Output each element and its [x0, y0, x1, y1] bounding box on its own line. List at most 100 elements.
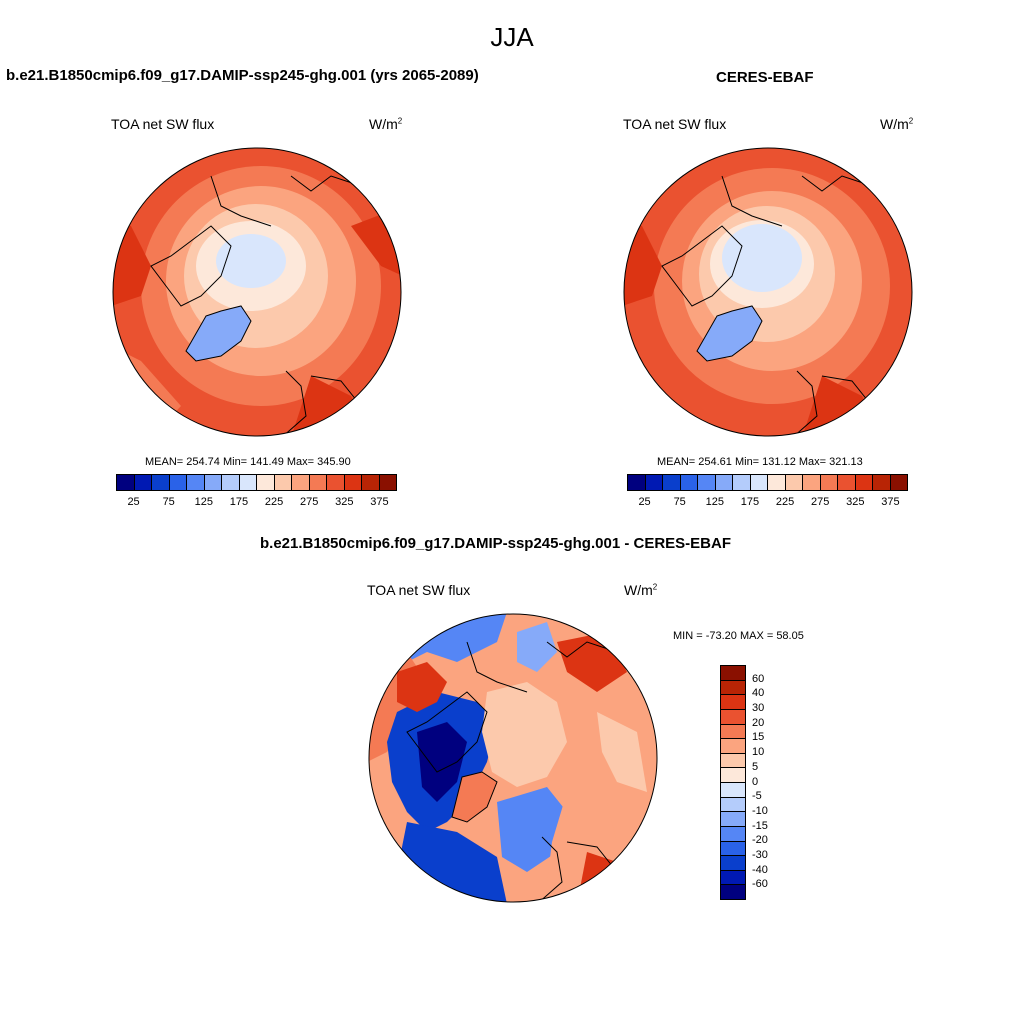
- colorbar-swatch: [721, 753, 745, 769]
- colorbar-swatch: [379, 475, 396, 490]
- colorbar-tick-label: 225: [264, 496, 284, 508]
- colorbar-swatch: [721, 739, 745, 754]
- colorbar-tick-label: 0: [752, 775, 759, 788]
- colorbar-tick-label: 75: [673, 496, 686, 508]
- panel-title-diff: b.e21.B1850cmip6.f09_g17.DAMIP-ssp245-gh…: [260, 535, 731, 552]
- colorbar-swatch: [733, 475, 751, 490]
- colorbar-swatch: [721, 709, 745, 725]
- colorbar-swatch: [721, 826, 745, 842]
- colorbar: [116, 474, 397, 491]
- colorbar-tick-label: 275: [300, 496, 319, 508]
- colorbar-tick-label: 25: [638, 496, 651, 508]
- colorbar-tick-label: -40: [752, 863, 768, 876]
- colorbar-swatch: [721, 724, 745, 740]
- colorbar: [627, 474, 908, 491]
- colorbar-swatch: [222, 475, 240, 490]
- colorbar-swatch: [134, 475, 152, 490]
- variable-label: TOA net SW flux: [367, 582, 471, 598]
- colorbar-tick-label: 5: [752, 760, 759, 773]
- colorbar-tick-label: 20: [752, 716, 765, 729]
- colorbar-tick-label: 325: [846, 496, 865, 508]
- colorbar-swatch: [715, 475, 733, 490]
- colorbar-swatch: [750, 475, 768, 490]
- units-label: W/m2: [624, 582, 658, 598]
- colorbar-tick-label: 325: [335, 496, 354, 508]
- colorbar-tick-label: 40: [752, 687, 765, 700]
- colorbar-tick-label: 175: [740, 496, 760, 508]
- colorbar-tick-label: 225: [775, 496, 795, 508]
- colorbar-swatch: [257, 475, 275, 490]
- units-label: W/m2: [880, 116, 914, 132]
- colorbar-swatch: [873, 475, 891, 490]
- colorbar-tick-label: 25: [127, 496, 140, 508]
- colorbar-vertical: [720, 665, 746, 900]
- colorbar-labels: 25 75 125 175 225 275 325 375: [116, 496, 397, 510]
- page-title: JJA: [490, 22, 534, 52]
- polar-map-model: [112, 147, 402, 437]
- colorbar-swatch: [721, 797, 745, 813]
- colorbar-labels: 60 40 30 20 15 10 5 0 -5 -10 -15 -20 -30 -40 -60: [752, 665, 792, 900]
- colorbar-tick-label: 375: [881, 496, 900, 508]
- colorbar-swatch: [663, 475, 681, 490]
- colorbar-swatch: [721, 695, 745, 710]
- colorbar-swatch: [721, 768, 745, 783]
- colorbar-tick-label: -5: [752, 790, 762, 803]
- colorbar-labels: 25 75 125 175 225 275 325 375: [627, 496, 908, 510]
- colorbar-swatch: [820, 475, 838, 490]
- colorbar-tick-label: 30: [752, 702, 765, 715]
- polar-map-obs: [623, 147, 913, 437]
- colorbar-tick-label: -30: [752, 848, 768, 861]
- colorbar-swatch: [239, 475, 257, 490]
- variable-label: TOA net SW flux: [111, 116, 215, 132]
- colorbar-swatch: [204, 475, 222, 490]
- colorbar-swatch: [785, 475, 803, 490]
- colorbar-swatch: [768, 475, 786, 490]
- colorbar-tick-label: -60: [752, 878, 768, 891]
- colorbar-swatch: [721, 680, 745, 696]
- colorbar-swatch: [721, 812, 745, 827]
- colorbar-swatch: [628, 475, 646, 490]
- colorbar-tick-label: 275: [811, 496, 830, 508]
- colorbar-tick-label: 75: [162, 496, 175, 508]
- variable-label: TOA net SW flux: [623, 116, 727, 132]
- colorbar-swatch: [327, 475, 345, 490]
- colorbar-tick-label: 10: [752, 746, 765, 759]
- stats-label: MEAN= 254.74 Min= 141.49 Max= 345.90: [145, 456, 351, 468]
- colorbar-swatch: [855, 475, 873, 490]
- colorbar-swatch: [803, 475, 821, 490]
- colorbar-swatch: [721, 783, 745, 798]
- colorbar-tick-label: -10: [752, 804, 768, 817]
- colorbar-swatch: [344, 475, 362, 490]
- colorbar-swatch: [721, 885, 745, 899]
- min-max-label: MIN = -73.20 MAX = 58.05: [673, 630, 804, 642]
- colorbar-tick-label: 60: [752, 672, 765, 685]
- colorbar-swatch: [721, 841, 745, 857]
- stats-label: MEAN= 254.61 Min= 131.12 Max= 321.13: [657, 456, 863, 468]
- colorbar-tick-label: -15: [752, 819, 768, 832]
- colorbar-tick-label: 375: [370, 496, 389, 508]
- colorbar-swatch: [274, 475, 292, 490]
- colorbar-swatch: [721, 856, 745, 871]
- colorbar-swatch: [152, 475, 170, 490]
- colorbar-swatch: [169, 475, 187, 490]
- colorbar-tick-label: 175: [229, 496, 249, 508]
- colorbar-swatch: [292, 475, 310, 490]
- colorbar-tick-label: 125: [194, 496, 213, 508]
- colorbar-swatch: [721, 870, 745, 886]
- colorbar-swatch: [698, 475, 716, 490]
- panel-title-obs: CERES-EBAF: [716, 69, 814, 86]
- colorbar-swatch: [838, 475, 856, 490]
- polar-map-diff: [368, 613, 658, 903]
- colorbar-swatch: [187, 475, 205, 490]
- colorbar-swatch: [309, 475, 327, 490]
- colorbar-swatch: [645, 475, 663, 490]
- colorbar-swatch: [890, 475, 907, 490]
- colorbar-tick-label: 15: [752, 731, 765, 744]
- panel-title-model: b.e21.B1850cmip6.f09_g17.DAMIP-ssp245-gh…: [6, 67, 479, 84]
- colorbar-tick-label: -20: [752, 834, 768, 847]
- colorbar-swatch: [362, 475, 380, 490]
- units-label: W/m2: [369, 116, 403, 132]
- colorbar-swatch: [680, 475, 698, 490]
- colorbar-swatch: [117, 475, 135, 490]
- colorbar-swatch: [721, 666, 745, 681]
